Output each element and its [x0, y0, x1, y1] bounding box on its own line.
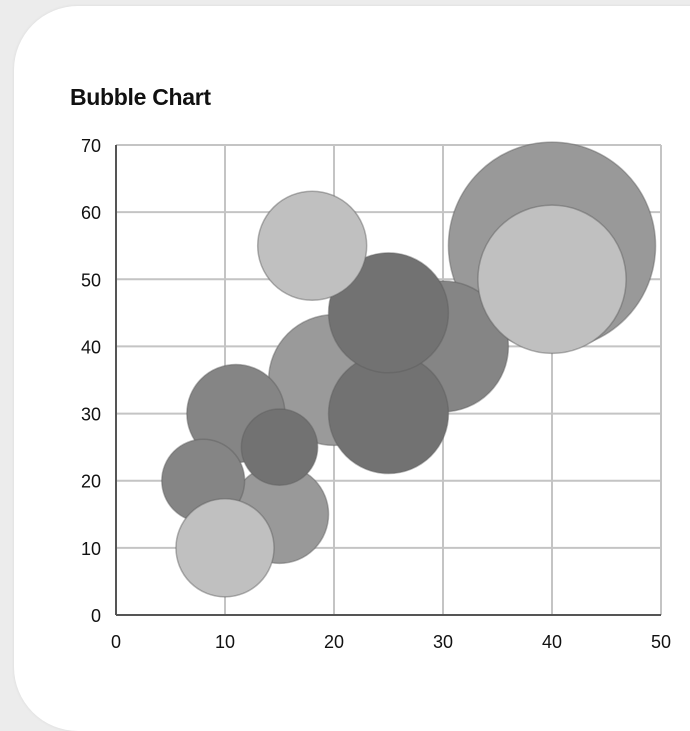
y-tick-label: 0 [91, 606, 101, 626]
y-tick-label: 10 [81, 539, 101, 559]
y-tick-label: 70 [81, 136, 101, 156]
bubble [240, 408, 319, 487]
bubble [256, 190, 368, 301]
bubble [175, 498, 275, 598]
chart-title: Bubble Chart [70, 84, 211, 110]
bubble [327, 252, 450, 374]
bubble [477, 204, 627, 355]
bubbles [161, 141, 657, 598]
x-tick-label: 40 [542, 632, 562, 652]
x-tick-label: 50 [651, 632, 671, 652]
tick-labels: 0 10 20 30 40 50 0 10 20 30 40 50 60 70 [81, 136, 671, 652]
x-tick-label: 30 [433, 632, 453, 652]
y-tick-label: 40 [81, 337, 101, 357]
x-tick-label: 0 [111, 632, 121, 652]
axes [115, 145, 661, 616]
x-tick-label: 20 [324, 632, 344, 652]
y-tick-label: 30 [81, 405, 101, 425]
x-tick-label: 10 [215, 632, 235, 652]
y-tick-label: 50 [81, 270, 101, 290]
y-tick-label: 60 [81, 203, 101, 223]
y-tick-label: 20 [81, 472, 101, 492]
